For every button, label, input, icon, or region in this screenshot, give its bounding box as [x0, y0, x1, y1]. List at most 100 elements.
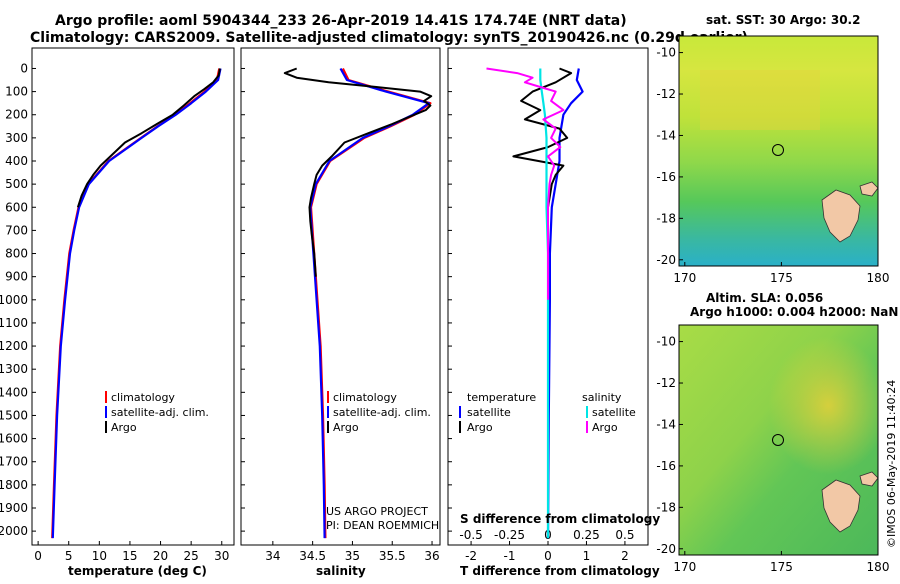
lon-tick-label: 170	[673, 271, 696, 285]
lat-tick-label: -12	[656, 87, 676, 101]
series-line-argo	[283, 67, 433, 277]
temperature-legend: climatology satellite-adj. clim. Argo	[105, 391, 209, 434]
x-tick-label: 36	[424, 549, 439, 563]
salinity-xlabel: salinity	[316, 564, 366, 578]
legend-swatch-argo	[327, 421, 329, 433]
depth-axis: 0 100 200 300 400 500 600 700 800 900 1000 1100 1200…	[0, 61, 28, 538]
credit-pi: PI: DEAN ROEMMICH	[326, 519, 439, 532]
legend-swatch-climatology	[327, 391, 329, 403]
title-line-1: Argo profile: aoml 5904344_233 26-Apr-20…	[55, 13, 627, 29]
x-tick-label: 0	[34, 549, 42, 563]
legend-sal-argo: Argo	[592, 421, 618, 434]
x-tick-label: 34	[265, 549, 280, 563]
legend-swatch-temp-satellite	[459, 406, 461, 418]
legend-argo: Argo	[111, 421, 137, 434]
depth-tick-label: 700	[5, 223, 28, 237]
difference-panel: -2 -1 0 1 2-0.5 -0.25 0 0.25 0.5	[447, 47, 649, 563]
sla-map	[678, 324, 879, 556]
depth-tick-label: 1100	[0, 316, 28, 330]
credit-project: US ARGO PROJECT	[326, 505, 428, 518]
legend-temp-satellite: satellite	[467, 406, 511, 419]
temperature-panel: 0 5 10 15 20 25 30	[31, 47, 235, 563]
map-bottom-axes: 170 175 180 -10 -12 -14 -16 -18 -20	[656, 335, 889, 574]
secondary-x-tick-label: 0.25	[573, 528, 600, 542]
lat-tick-label: -16	[656, 459, 676, 473]
lat-tick-label: -18	[656, 211, 676, 225]
x-tick-label: 15	[122, 549, 137, 563]
lat-tick-label: -10	[656, 335, 676, 349]
depth-tick-label: 600	[5, 200, 28, 214]
legend-satellite: satellite-adj. clim.	[333, 406, 431, 419]
legend-title-temperature: temperature	[467, 391, 536, 404]
lon-tick-label: 180	[867, 560, 890, 574]
lat-tick-label: -20	[656, 542, 676, 556]
depth-tick-label: 400	[5, 154, 28, 168]
difference-legend: temperature salinity satellite Argo sate…	[459, 391, 636, 434]
legend-swatch-temp-argo	[459, 421, 461, 433]
difference-xlabel: T difference from climatology	[460, 564, 660, 578]
lat-tick-label: -12	[656, 376, 676, 390]
lat-tick-label: -18	[656, 500, 676, 514]
map-top-title: sat. SST: 30 Argo: 30.2	[706, 13, 860, 27]
lon-tick-label: 175	[770, 560, 793, 574]
series-line-satellite-adj-clim-	[51, 68, 222, 539]
legend-swatch-satellite	[105, 406, 107, 418]
sla-map-frame	[678, 324, 879, 556]
depth-tick-label: 900	[5, 270, 28, 284]
lat-tick-label: -14	[656, 417, 676, 431]
legend-climatology: climatology	[111, 391, 175, 404]
depth-tick-label: 1200	[0, 339, 28, 353]
sst-map	[678, 35, 879, 267]
lon-tick-label: 180	[867, 271, 890, 285]
map-top-axes: 170 175 180 -10 -12 -14 -16 -18 -20	[656, 46, 889, 285]
map-bottom-title-1: Altim. SLA: 0.056	[706, 291, 823, 305]
x-tick-label: 10	[92, 549, 107, 563]
x-tick-label: 20	[153, 549, 168, 563]
depth-tick-label: 1300	[0, 362, 28, 376]
lat-tick-label: -10	[656, 46, 676, 60]
argo-location-marker	[772, 144, 784, 156]
legend-climatology: climatology	[333, 391, 397, 404]
legend-argo: Argo	[333, 421, 359, 434]
fiji-island	[821, 479, 861, 533]
legend-swatch-climatology	[105, 391, 107, 403]
lon-tick-label: 170	[673, 560, 696, 574]
depth-tick-label: 2000	[0, 524, 28, 538]
legend-swatch-sal-argo	[586, 421, 588, 433]
legend-swatch-argo	[105, 421, 107, 433]
imos-stamp: ©IMOS 06-May-2019 11:40:24	[885, 380, 898, 548]
panel-frame	[31, 47, 235, 546]
depth-tick-label: 1600	[0, 432, 28, 446]
depth-tick-label: 800	[5, 247, 28, 261]
x-tick-label: 25	[184, 549, 199, 563]
x-tick-label: 2	[621, 549, 629, 563]
series-line-argo	[76, 68, 221, 208]
salinity-legend: climatology satellite-adj. clim. Argo	[327, 391, 431, 434]
argo-location-marker	[772, 434, 784, 446]
depth-tick-label: 1800	[0, 478, 28, 492]
secondary-x-tick-label: -0.25	[494, 528, 525, 542]
salinity-panel: 34 34.5 35 35.5 36	[240, 47, 441, 563]
secondary-x-tick-label: -0.5	[459, 528, 482, 542]
title-line-2: Climatology: CARS2009. Satellite-adjuste…	[30, 30, 748, 46]
sst-map-frame	[678, 35, 879, 267]
fiji-island	[821, 189, 861, 243]
legend-sal-satellite: satellite	[592, 406, 636, 419]
legend-swatch-sal-satellite	[586, 406, 588, 418]
x-tick-label: 5	[65, 549, 73, 563]
x-tick-label: 0	[544, 549, 552, 563]
depth-tick-label: 500	[5, 177, 28, 191]
panel-frame	[240, 47, 441, 546]
series-line-salinity-argo	[486, 67, 565, 300]
s-difference-label: S difference from climatology	[460, 512, 660, 526]
secondary-x-tick-label: 0.5	[615, 528, 634, 542]
lat-tick-label: -16	[656, 170, 676, 184]
x-tick-label: -2	[465, 549, 477, 563]
series-line-climatology	[309, 68, 432, 539]
x-tick-label: 30	[214, 549, 229, 563]
depth-tick-label: 1700	[0, 455, 28, 469]
x-tick-label: 35	[345, 549, 360, 563]
x-tick-label: 1	[583, 549, 591, 563]
depth-tick-label: 1500	[0, 408, 28, 422]
